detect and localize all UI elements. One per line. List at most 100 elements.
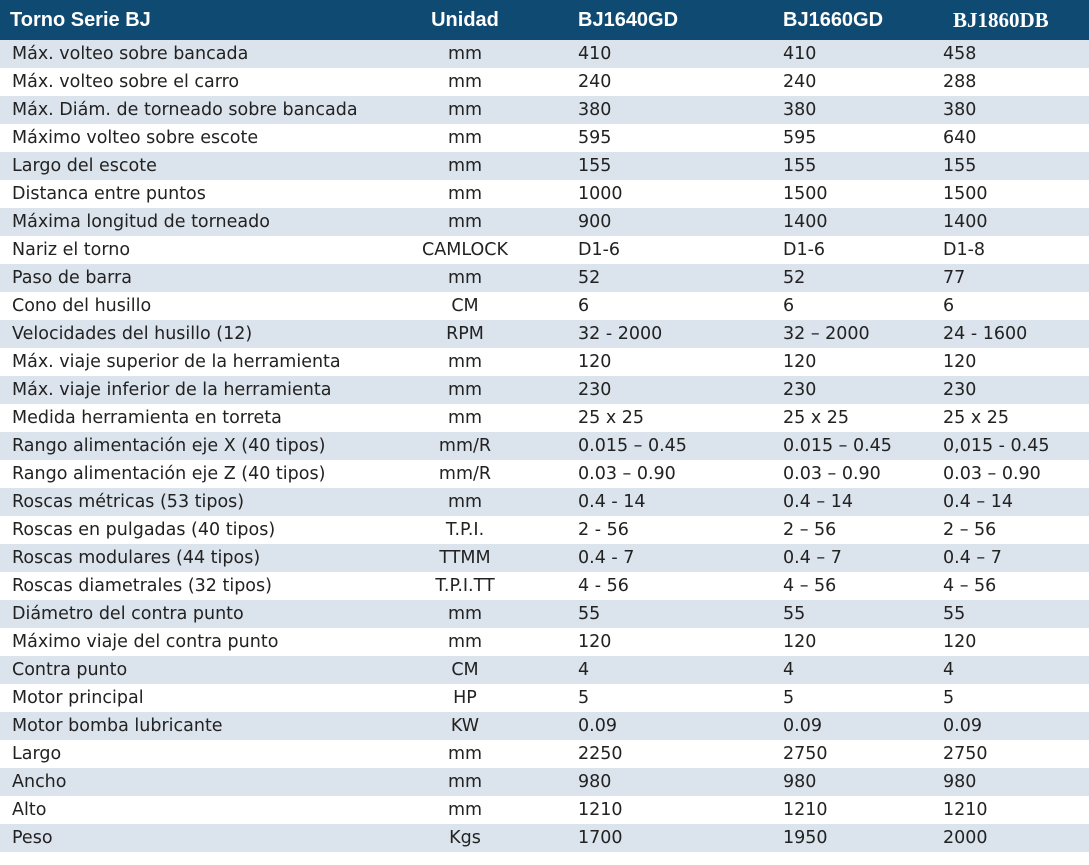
header-spec-name: Torno Serie BJ xyxy=(10,9,151,31)
model-3: 0.4 – 7 xyxy=(943,548,1002,568)
spec-name: Máx. volteo sobre bancada xyxy=(12,44,249,64)
spec-name: Ancho xyxy=(12,772,67,792)
table-row: Diámetro del contra punto mm 55 55 55 xyxy=(0,600,1089,628)
model-1: 230 xyxy=(578,380,612,400)
table-row: Medida herramienta en torreta mm 25 x 25 25… xyxy=(0,404,1089,432)
model-2: 155 xyxy=(783,156,817,176)
model-1: 980 xyxy=(578,772,612,792)
table-row: Máximo volteo sobre escote mm 595 595 640 xyxy=(0,124,1089,152)
table-row: Velocidades del husillo (12) RPM 32 - 2000… xyxy=(0,320,1089,348)
spec-name: Nariz el torno xyxy=(12,240,131,260)
model-2: 0.4 – 14 xyxy=(783,492,853,512)
spec-name: Roscas modulares (44 tipos) xyxy=(12,548,261,568)
model-2: 595 xyxy=(783,128,817,148)
spec-name: Roscas en pulgadas (40 tipos) xyxy=(12,520,276,540)
table-row: Ancho mm 980 980 980 xyxy=(0,768,1089,796)
model-3: 640 xyxy=(943,128,977,148)
table-row: Distanca entre puntos mm 1000 1500 1500 xyxy=(0,180,1089,208)
model-2: 1400 xyxy=(783,212,828,232)
unit: TTMM xyxy=(439,548,491,568)
model-2: 55 xyxy=(783,604,806,624)
model-1: 4 xyxy=(578,660,590,680)
unit: mm xyxy=(447,604,483,624)
unit: mm/R xyxy=(438,464,492,484)
spec-name: Diámetro del contra punto xyxy=(12,604,244,624)
model-1: 55 xyxy=(578,604,601,624)
model-3: 230 xyxy=(943,380,977,400)
table-row: Roscas modulares (44 tipos) TTMM 0.4 - 7 0.… xyxy=(0,544,1089,572)
model-3: 5 xyxy=(943,688,955,708)
model-2: 230 xyxy=(783,380,817,400)
unit: mm xyxy=(447,44,483,64)
unit: mm xyxy=(447,800,483,820)
spec-name: Distanca entre puntos xyxy=(12,184,206,204)
unit: T.P.I.TT xyxy=(435,576,495,596)
model-2: 1500 xyxy=(783,184,828,204)
unit: CAMLOCK xyxy=(422,240,508,260)
model-3: 2750 xyxy=(943,744,988,764)
table-row: Nariz el torno CAMLOCK D1-6 D1-6 D1-8 xyxy=(0,236,1089,264)
spec-name: Medida herramienta en torreta xyxy=(12,408,282,428)
model-3: D1-8 xyxy=(943,240,986,260)
spec-name: Roscas diametrales (32 tipos) xyxy=(12,576,272,596)
model-3: 120 xyxy=(943,352,977,372)
model-1: 25 x 25 xyxy=(578,408,645,428)
model-2: 1210 xyxy=(783,800,828,820)
table-row: Máx. volteo sobre el carro mm 240 240 288 xyxy=(0,68,1089,96)
model-2: 2750 xyxy=(783,744,828,764)
model-2: 0.03 – 0.90 xyxy=(783,464,881,484)
model-1: 6 xyxy=(578,296,590,316)
spec-name: Contra punto xyxy=(12,660,128,680)
unit: RPM xyxy=(446,324,484,344)
model-1: 0.4 - 14 xyxy=(578,492,646,512)
table-row: Rango alimentación eje Z (40 tipos) mm/R 0… xyxy=(0,460,1089,488)
unit: mm xyxy=(447,492,483,512)
spec-name: Motor bomba lubricante xyxy=(12,716,223,736)
model-2: 5 xyxy=(783,688,795,708)
header-model-1: BJ1640GD xyxy=(578,9,679,31)
table-row: Máx. Diám. de torneado sobre bancada mm 38… xyxy=(0,96,1089,124)
model-1: 1700 xyxy=(578,828,623,848)
model-1: 410 xyxy=(578,44,612,64)
model-2: 0.4 – 7 xyxy=(783,548,842,568)
model-2: 0.09 xyxy=(783,716,822,736)
model-1: 2 - 56 xyxy=(578,520,629,540)
unit: mm xyxy=(447,184,483,204)
unit: T.P.I. xyxy=(445,520,485,540)
table-row: Máxima longitud de torneado mm 900 1400 1400 xyxy=(0,208,1089,236)
spec-name: Paso de barra xyxy=(12,268,132,288)
model-3: 288 xyxy=(943,72,977,92)
model-1: 155 xyxy=(578,156,612,176)
header-unit: Unidad xyxy=(431,9,499,31)
spec-name: Máximo viaje del contra punto xyxy=(12,632,279,652)
table-row: Largo del escote mm 155 155 155 xyxy=(0,152,1089,180)
unit: mm xyxy=(447,100,483,120)
model-1: 900 xyxy=(578,212,612,232)
table-row: Máx. viaje superior de la herramienta mm 1… xyxy=(0,348,1089,376)
model-2: 120 xyxy=(783,352,817,372)
model-1: 240 xyxy=(578,72,612,92)
model-3: 0,015 - 0.45 xyxy=(943,436,1050,456)
unit: mm xyxy=(447,744,483,764)
model-2: 410 xyxy=(783,44,817,64)
model-1: 0.4 - 7 xyxy=(578,548,635,568)
spec-name: Máx. Diám. de torneado sobre bancada xyxy=(12,100,358,120)
table-row: Contra punto CM 4 4 4 xyxy=(0,656,1089,684)
model-2: 32 – 2000 xyxy=(783,324,870,344)
header-model-2: BJ1660GD xyxy=(783,9,884,31)
table-row: Roscas diametrales (32 tipos) T.P.I.TT 4 -… xyxy=(0,572,1089,600)
spec-name: Cono del husillo xyxy=(12,296,152,316)
spec-name: Alto xyxy=(12,800,47,820)
table-row: Máx. viaje inferior de la herramienta mm 2… xyxy=(0,376,1089,404)
model-3: 1500 xyxy=(943,184,988,204)
model-3: 4 xyxy=(943,660,955,680)
model-3: 380 xyxy=(943,100,977,120)
unit: Kgs xyxy=(449,828,481,848)
model-2: 25 x 25 xyxy=(783,408,850,428)
model-1: 120 xyxy=(578,632,612,652)
model-2: 2 – 56 xyxy=(783,520,837,540)
unit: mm xyxy=(447,156,483,176)
unit: mm/R xyxy=(438,436,492,456)
unit: mm xyxy=(447,380,483,400)
